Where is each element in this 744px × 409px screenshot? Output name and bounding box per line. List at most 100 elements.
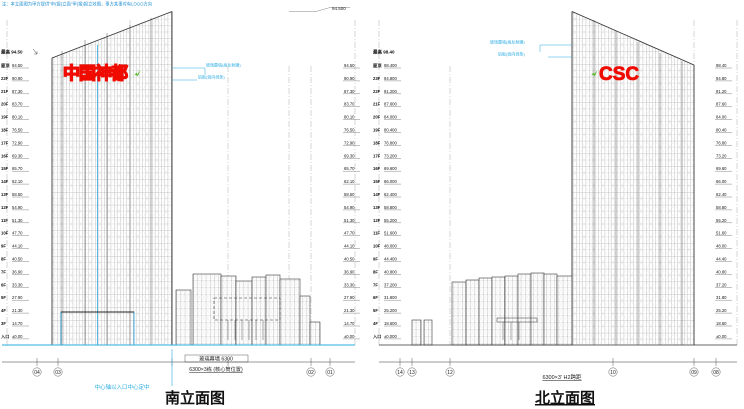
svg-text:55.200: 55.200 (384, 218, 397, 223)
svg-text:CSC: CSC (599, 64, 639, 85)
svg-text:36.90: 36.90 (344, 269, 355, 274)
svg-text:33.30: 33.30 (344, 282, 355, 287)
svg-text:10F: 10F (1, 231, 9, 236)
svg-text:最高 98.40: 最高 98.40 (373, 49, 395, 56)
svg-text:04: 04 (34, 370, 40, 376)
svg-text:94.50: 94.50 (344, 63, 355, 68)
svg-text:44.40: 44.40 (716, 257, 727, 262)
svg-text:6300×3' H2跨距: 6300×3' H2跨距 (542, 373, 582, 381)
svg-text:铝板(竖向线条): 铝板(竖向线条) (498, 51, 525, 57)
svg-text:21.30: 21.30 (12, 308, 23, 313)
svg-text:18.60: 18.60 (716, 321, 727, 326)
svg-text:47.70: 47.70 (12, 231, 23, 236)
svg-text:屋顶: 屋顶 (373, 62, 382, 69)
svg-text:80.10: 80.10 (344, 115, 355, 120)
svg-text:14.70: 14.70 (344, 321, 355, 326)
svg-text:55.20: 55.20 (716, 218, 727, 223)
svg-text:54.90: 54.90 (344, 205, 355, 210)
svg-text:14.70: 14.70 (12, 321, 23, 326)
svg-text:3F: 3F (1, 321, 6, 326)
svg-text:25.20: 25.20 (716, 308, 727, 313)
svg-text:91.20: 91.20 (716, 89, 727, 94)
svg-text:21F: 21F (1, 89, 9, 94)
svg-text:12F: 12F (373, 218, 381, 223)
svg-text:最高 94.50: 最高 94.50 (1, 49, 23, 56)
svg-text:14F: 14F (373, 192, 381, 197)
svg-text:4F: 4F (1, 308, 6, 313)
svg-text:20F: 20F (373, 115, 381, 120)
svg-text:69.60: 69.60 (716, 166, 727, 171)
svg-text:14F: 14F (1, 179, 9, 184)
svg-text:69.30: 69.30 (12, 153, 23, 158)
svg-text:37.20: 37.20 (716, 282, 727, 287)
svg-text:6F: 6F (373, 295, 378, 300)
svg-text:69.30: 69.30 (344, 153, 355, 158)
svg-text:62.400: 62.400 (384, 192, 397, 197)
svg-text:19F: 19F (373, 128, 381, 133)
svg-text:7F: 7F (1, 269, 6, 274)
svg-text:27.90: 27.90 (12, 295, 23, 300)
svg-text:31.80: 31.80 (716, 295, 727, 300)
svg-text:44.10: 44.10 (344, 244, 355, 249)
svg-text:9F: 9F (373, 257, 378, 262)
svg-text:7F: 7F (373, 282, 378, 287)
svg-text:15F: 15F (1, 166, 9, 171)
svg-text:4F: 4F (373, 321, 378, 326)
svg-text:90.90: 90.90 (344, 76, 355, 81)
svg-text:91.200: 91.200 (384, 89, 397, 94)
svg-text:11F: 11F (373, 231, 380, 236)
svg-text:18F: 18F (1, 128, 9, 133)
svg-text:51.60: 51.60 (716, 231, 727, 236)
svg-text:65.70: 65.70 (344, 166, 355, 171)
svg-text:16F: 16F (1, 153, 9, 158)
svg-text:58.50: 58.50 (344, 192, 355, 197)
svg-text:23F: 23F (373, 76, 381, 81)
svg-text:玻璃幕墙 6300: 玻璃幕墙 6300 (199, 355, 233, 363)
svg-text:22F: 22F (373, 89, 381, 94)
svg-text:83.70: 83.70 (344, 102, 355, 107)
svg-text:11F: 11F (1, 218, 8, 223)
svg-text:中心轴以入口中心定中: 中心轴以入口中心定中 (94, 383, 149, 391)
svg-text:48.00: 48.00 (716, 244, 727, 249)
svg-text:15F: 15F (373, 179, 381, 184)
svg-text:铝板(竖向线条): 铝板(竖向线条) (198, 74, 225, 80)
svg-text:90.90: 90.90 (12, 76, 23, 81)
svg-text:51.30: 51.30 (344, 218, 355, 223)
svg-text:中国神都: 中国神都 (63, 63, 128, 83)
svg-text:27.90: 27.90 (344, 295, 355, 300)
svg-text:47.70: 47.70 (344, 231, 355, 236)
svg-text:02: 02 (308, 370, 314, 376)
svg-text:±0.00: ±0.00 (344, 334, 355, 339)
svg-text:6300×3栋 (核心筒位置): 6300×3栋 (核心筒位置) (189, 365, 243, 373)
svg-text:9F: 9F (1, 244, 6, 249)
svg-text:98.40: 98.40 (716, 63, 727, 68)
svg-text:84.000: 84.000 (384, 115, 397, 120)
svg-text:南立面图: 南立面图 (165, 389, 225, 407)
svg-text:44.400: 44.400 (384, 257, 397, 262)
svg-text:31.800: 31.800 (384, 295, 397, 300)
svg-text:12F: 12F (1, 205, 9, 210)
svg-text:94.80: 94.80 (716, 76, 727, 81)
svg-text:40.80: 40.80 (716, 269, 727, 274)
svg-text:08: 08 (713, 370, 719, 376)
svg-text:21.30: 21.30 (344, 308, 355, 313)
svg-text:66.00: 66.00 (716, 179, 727, 184)
svg-text:40.800: 40.800 (384, 269, 397, 274)
svg-text:62.40: 62.40 (716, 192, 727, 197)
svg-text:62.10: 62.10 (12, 179, 23, 184)
svg-text:44.10: 44.10 (12, 244, 23, 249)
svg-text:87.30: 87.30 (12, 89, 23, 94)
svg-text:25.200: 25.200 (384, 308, 397, 313)
svg-text:5F: 5F (373, 308, 378, 313)
svg-text:80.40: 80.40 (716, 128, 727, 133)
svg-text:36.90: 36.90 (12, 269, 23, 274)
svg-text:72.90: 72.90 (344, 140, 355, 145)
svg-text:12: 12 (447, 370, 453, 376)
svg-text:±0.00: ±0.00 (716, 334, 727, 339)
svg-text:40.50: 40.50 (12, 257, 23, 262)
svg-text:18F: 18F (373, 140, 381, 145)
svg-text:58.80: 58.80 (716, 205, 727, 210)
svg-text:66.000: 66.000 (384, 179, 397, 184)
svg-text:玻璃幕墙(高反射膜): 玻璃幕墙(高反射膜) (490, 39, 525, 45)
svg-text:98.400: 98.400 (384, 63, 397, 68)
